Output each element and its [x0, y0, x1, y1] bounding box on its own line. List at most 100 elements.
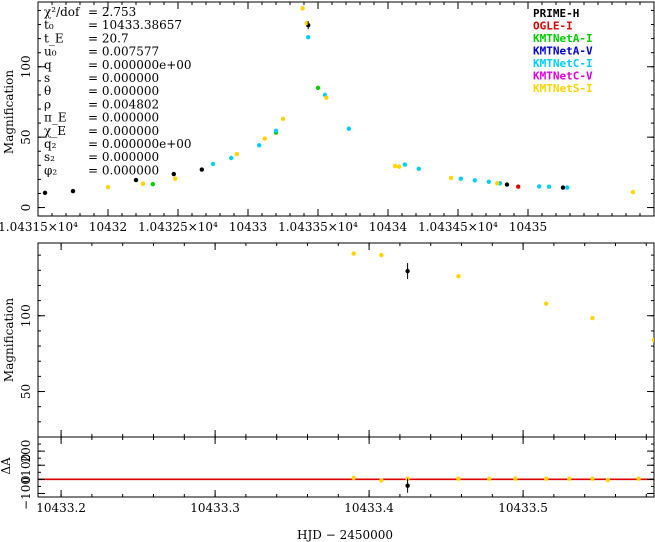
data-point-kmtnets-i	[456, 274, 461, 279]
y-tick-label: 100	[19, 454, 33, 477]
param-symbol: u₀	[44, 45, 57, 59]
data-point-prime-h	[70, 188, 76, 194]
data-point-kmtnets-i	[605, 477, 610, 483]
param-symbol: q	[44, 58, 52, 72]
data-point-ogle-i	[516, 184, 521, 189]
data-point-kmtnets-i	[590, 476, 595, 481]
data-point-kmtnets-i	[636, 476, 641, 481]
data-point-kmtnetc-i	[402, 162, 407, 167]
y-tick-label: 0	[19, 476, 33, 484]
y-tick-label: 100	[19, 55, 33, 78]
data-point-kmtnets-i	[392, 163, 398, 169]
param-symbol: s₂	[44, 150, 55, 164]
data-point-kmtneta-i	[150, 181, 155, 187]
data-point-kmtnetc-i	[210, 161, 216, 167]
x-tick-label-top: 1.04345×10⁴	[418, 220, 498, 234]
xlabel: HJD − 2450000	[297, 528, 393, 542]
data-point-kmtnets-i	[397, 164, 402, 169]
data-point-kmtneta-i	[25, 191, 29, 195]
data-point-kmtnets-i	[280, 116, 286, 122]
data-point-kmtnetc-i	[257, 143, 262, 148]
data-point-prime-h	[504, 182, 510, 187]
residual-ylabel: ΔA	[0, 457, 13, 475]
param-value: = 0.000000	[88, 163, 159, 177]
data-point-kmtnetc-i	[458, 176, 463, 181]
data-point-kmtnetc-i	[537, 184, 542, 189]
x-tick-label-bottom: 10433.3	[190, 501, 240, 515]
param-value: = 20.7	[88, 31, 129, 45]
residual-panel-frame	[37, 436, 655, 498]
y-tick-label: 0	[19, 204, 33, 212]
data-point-kmtnets-i	[630, 189, 636, 195]
x-tick-label-top: 1.04335×10⁴	[278, 220, 358, 234]
legend: PRIME-HOGLE-IKMTNetA-IKMTNetA-VKMTNetC-I…	[533, 7, 593, 95]
data-point-kmtnets-i	[173, 176, 178, 181]
data-point-kmtnets-i	[140, 181, 146, 186]
data-point-kmtnets-i	[324, 95, 329, 100]
data-point-kmtnets-i	[379, 478, 384, 483]
data-point-kmtnetc-i	[346, 126, 351, 131]
data-point-kmtnets-i	[456, 476, 461, 481]
y-tick-label: 50	[19, 384, 33, 399]
top-panel-plot	[25, 6, 636, 195]
data-point-kmtnetc-i	[472, 178, 477, 183]
x-tick-label-top: 10433	[229, 220, 267, 234]
data-point-kmtnets-i	[544, 301, 549, 306]
legend-entry: KMTNetC-I	[533, 57, 593, 70]
param-symbol: ρ	[44, 97, 51, 111]
data-point-kmtneta-i	[315, 85, 321, 91]
data-point-kmtnets-i	[25, 191, 29, 195]
data-point-prime-h	[199, 167, 204, 172]
middle-ylabel: Magnification	[2, 298, 16, 382]
residual-panel-plot	[38, 475, 654, 493]
param-value: = 0.000000	[88, 150, 159, 164]
data-point-kmtnets-i	[405, 476, 410, 481]
data-point-kmtnetc-i	[565, 185, 570, 190]
param-value: = 2.753	[88, 5, 136, 19]
data-point-kmtnets-i	[105, 184, 111, 190]
data-point-kmtnets-i	[262, 136, 267, 141]
legend-entry: KMTNetC-V	[533, 70, 593, 83]
param-symbol: χ_E	[44, 124, 66, 138]
data-point-kmtnets-i	[234, 151, 239, 157]
x-tick-label-bottom: 10433.4	[344, 501, 394, 515]
x-tick-label-bottom: 10433.5	[498, 501, 548, 515]
param-value: = 0.004802	[88, 97, 159, 111]
data-point-kmtnets-i	[351, 251, 356, 256]
y-tick-label: 100	[19, 304, 33, 327]
y-tick-label: −100	[19, 477, 33, 510]
data-point-kmtnets-i	[651, 337, 654, 343]
data-point-kmtnets-i	[495, 181, 500, 186]
data-point-kmtnets-i	[448, 175, 454, 181]
data-point-kmtnetc-i	[546, 184, 552, 189]
data-point-kmtnetc-i	[306, 34, 311, 40]
param-symbol: π_E	[44, 111, 67, 125]
param-symbol: s	[44, 71, 50, 85]
data-point-prime-h	[133, 177, 139, 183]
param-value: = 0.007577	[88, 45, 159, 59]
param-symbol: θ	[44, 84, 51, 98]
data-point-kmtnetc-i	[229, 155, 234, 161]
data-point-kmtnets-i	[379, 252, 384, 258]
data-point-kmtnetc-i	[273, 128, 279, 134]
x-tick-label-top: 10435	[509, 220, 547, 234]
param-symbol: q₂	[44, 137, 57, 151]
axes-ticks: 1.04315×10⁴ 10432 1.04325×10⁴ 10433 1.04335×…	[0, 2, 655, 515]
data-point-kmtnetc-i	[416, 166, 421, 172]
legend-entry: OGLE-I	[533, 20, 573, 33]
data-point-kmtnets-i	[487, 476, 492, 481]
data-point-prime-h	[42, 190, 48, 195]
param-value: = 0.000000	[88, 71, 159, 85]
param-symbol: t₀	[44, 18, 54, 32]
y-tick-label: 200	[19, 440, 33, 463]
top-ylabel: Magnification	[2, 70, 16, 154]
x-tick-label-top: 1.04325×10⁴	[138, 220, 218, 234]
data-point-prime-h	[171, 171, 176, 177]
x-tick-label-top: 10432	[89, 220, 127, 234]
middle-panel-plot	[351, 251, 654, 343]
middle-panel-frame	[37, 242, 655, 438]
x-tick-label-top: 1.04315×10⁴	[0, 220, 78, 234]
param-symbol: t_E	[44, 31, 64, 45]
data-point-kmtnets-i	[544, 476, 549, 481]
